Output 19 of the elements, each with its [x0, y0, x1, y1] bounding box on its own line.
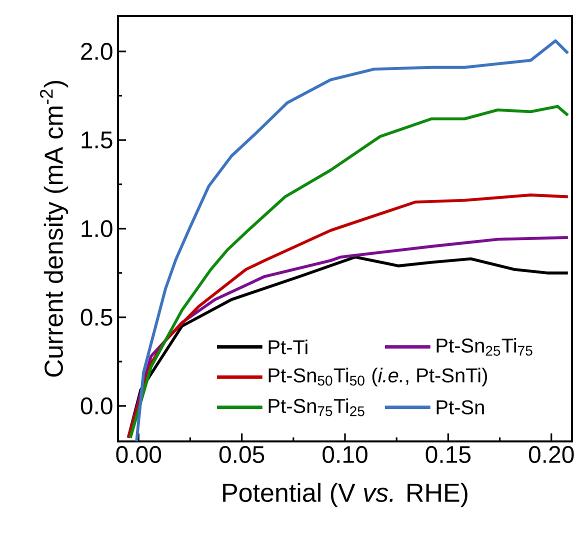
- x-tick-label: 0.10: [322, 446, 368, 464]
- x-tick-label: 0.05: [219, 446, 264, 464]
- legend-label: Pt-Sn$_{50}$Ti$_{50}$ (i.e., Pt-SnTi): [268, 368, 487, 386]
- y-tick-label: 1.0: [82, 220, 112, 238]
- line-series: [135, 39, 570, 442]
- legend-label: Pt-Sn$_{75}$Ti$_{25}$: [268, 398, 364, 416]
- legend-label: Pt-Sn: [436, 400, 484, 414]
- y-tick-label: 1.5: [82, 132, 112, 148]
- x-tick-label: 0.00: [116, 446, 162, 464]
- legend-label: Pt-Sn$_{25}$Ti$_{75}$: [436, 338, 532, 356]
- y-tick-label: 0.0: [80, 397, 112, 414]
- y-tick-label: 2.0: [81, 42, 112, 60]
- y-axis-title: Current density (mA cm$^{-2}$): [40, 80, 68, 377]
- x-tick-label: 0.20: [528, 446, 574, 464]
- x-axis-title: Potential (V vs. RHE): [223, 482, 468, 508]
- y-tick-label: 0.5: [80, 308, 112, 326]
- x-tick-label: 0.15: [426, 446, 471, 464]
- legend-label: Pt-Ti: [268, 340, 308, 354]
- line-series: [128, 104, 570, 440]
